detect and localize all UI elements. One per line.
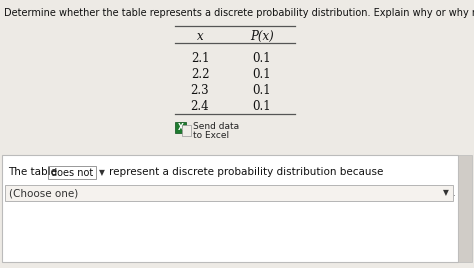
Text: X: X — [178, 123, 183, 132]
Text: represent a discrete probability distribution because: represent a discrete probability distrib… — [109, 167, 383, 177]
Text: 0.1: 0.1 — [253, 100, 271, 113]
Text: The table: The table — [8, 167, 57, 177]
Text: P(x): P(x) — [250, 30, 274, 43]
Text: x: x — [197, 30, 203, 43]
Text: (Choose one): (Choose one) — [9, 188, 78, 198]
Bar — [458, 155, 472, 262]
Bar — [5, 185, 453, 201]
Text: 0.1: 0.1 — [253, 68, 271, 81]
Text: ▼: ▼ — [99, 168, 105, 177]
Text: ▼: ▼ — [443, 188, 449, 198]
Text: Send data: Send data — [193, 122, 239, 131]
Text: Determine whether the table represents a discrete probability distribution. Expl: Determine whether the table represents a… — [4, 8, 474, 18]
Bar — [2, 155, 458, 262]
Text: 0.1: 0.1 — [253, 84, 271, 97]
Text: 2.4: 2.4 — [191, 100, 210, 113]
Text: to Excel: to Excel — [193, 131, 229, 140]
Text: does not: does not — [51, 168, 93, 177]
Text: 2.1: 2.1 — [191, 52, 209, 65]
Bar — [182, 125, 191, 136]
Text: 0.1: 0.1 — [253, 52, 271, 65]
Text: 2.2: 2.2 — [191, 68, 209, 81]
Bar — [48, 166, 96, 179]
Text: .: . — [454, 188, 456, 198]
Bar — [175, 122, 186, 133]
Text: 2.3: 2.3 — [191, 84, 210, 97]
